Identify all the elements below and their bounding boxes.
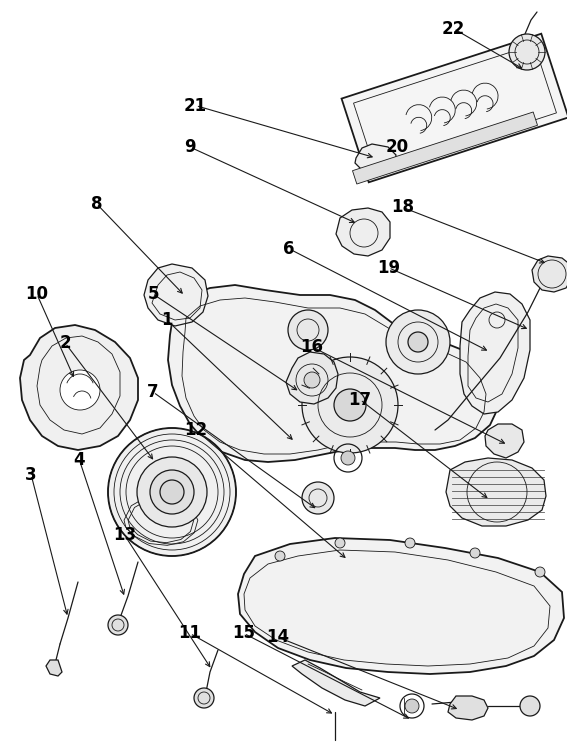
Polygon shape [341, 34, 567, 182]
Circle shape [386, 310, 450, 374]
Polygon shape [292, 660, 380, 706]
Text: 16: 16 [301, 338, 323, 356]
Circle shape [334, 389, 366, 421]
Text: 21: 21 [184, 97, 207, 115]
Text: 8: 8 [91, 195, 102, 213]
Circle shape [60, 370, 100, 410]
Text: 18: 18 [391, 198, 414, 216]
Circle shape [335, 538, 345, 548]
Circle shape [108, 428, 236, 556]
Text: 7: 7 [147, 383, 159, 401]
Text: 13: 13 [113, 526, 136, 544]
Polygon shape [286, 352, 338, 404]
Circle shape [108, 615, 128, 635]
Circle shape [405, 538, 415, 548]
Polygon shape [460, 292, 530, 414]
Polygon shape [485, 424, 524, 458]
Circle shape [150, 470, 194, 514]
Circle shape [194, 688, 214, 708]
Circle shape [302, 357, 398, 453]
Text: 19: 19 [377, 259, 400, 277]
Circle shape [408, 332, 428, 352]
Circle shape [302, 482, 334, 514]
Circle shape [520, 696, 540, 716]
Text: 17: 17 [349, 391, 371, 409]
Polygon shape [353, 112, 538, 184]
Text: 10: 10 [26, 285, 48, 303]
Text: 1: 1 [162, 311, 173, 329]
Polygon shape [20, 325, 138, 450]
Text: 2: 2 [60, 334, 71, 352]
Polygon shape [336, 208, 390, 256]
Text: 6: 6 [284, 240, 295, 258]
Text: 11: 11 [179, 624, 201, 642]
Text: 5: 5 [147, 285, 159, 303]
Text: 22: 22 [442, 20, 466, 38]
Circle shape [341, 451, 355, 465]
Circle shape [160, 480, 184, 504]
Text: 3: 3 [26, 466, 37, 484]
Circle shape [275, 551, 285, 561]
Circle shape [509, 34, 545, 70]
Text: 14: 14 [266, 628, 289, 646]
Circle shape [137, 457, 207, 527]
Polygon shape [120, 494, 202, 548]
Polygon shape [46, 660, 62, 676]
Text: 20: 20 [386, 138, 408, 156]
Text: 12: 12 [184, 421, 207, 439]
Circle shape [405, 699, 419, 713]
Polygon shape [448, 696, 488, 720]
Circle shape [304, 372, 320, 388]
Text: 15: 15 [232, 624, 255, 642]
Polygon shape [532, 256, 567, 292]
Polygon shape [446, 458, 546, 526]
Polygon shape [144, 264, 208, 326]
Text: 4: 4 [74, 451, 85, 469]
Text: 9: 9 [184, 138, 196, 156]
Polygon shape [168, 285, 498, 462]
Polygon shape [238, 538, 564, 674]
Circle shape [535, 567, 545, 577]
Polygon shape [355, 144, 396, 175]
Circle shape [288, 310, 328, 350]
Circle shape [470, 548, 480, 558]
